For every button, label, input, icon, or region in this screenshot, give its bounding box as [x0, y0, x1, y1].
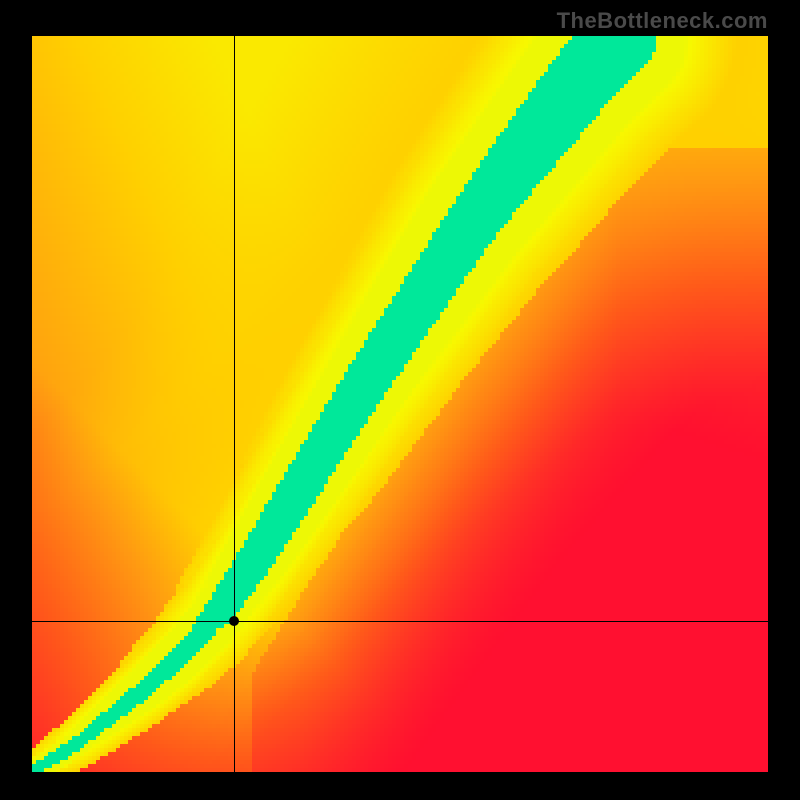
watermark-text: TheBottleneck.com	[557, 8, 768, 34]
chart-frame: TheBottleneck.com	[0, 0, 800, 800]
bottleneck-marker-point	[229, 616, 239, 626]
crosshair-horizontal	[32, 621, 768, 622]
crosshair-vertical	[234, 36, 235, 772]
plot-area	[32, 36, 768, 772]
heatmap-canvas	[32, 36, 768, 772]
